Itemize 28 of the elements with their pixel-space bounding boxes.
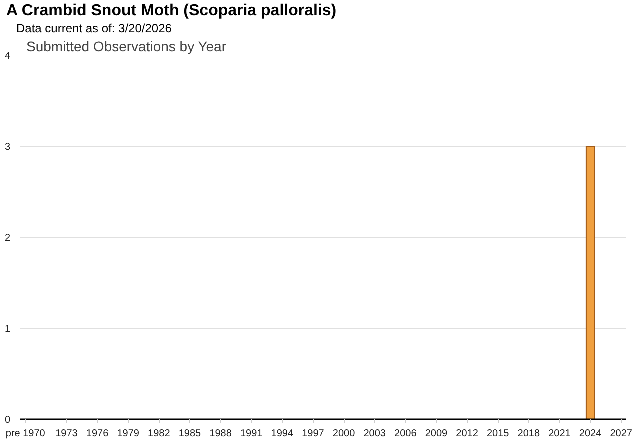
x-tick-label: 1979: [117, 428, 140, 440]
x-tick-label: 2006: [394, 428, 418, 440]
chart-title: A Crambid Snout Moth (Scoparia palloralis): [6, 2, 337, 20]
x-tick-label: 2009: [425, 428, 448, 440]
chart-subtitle: Data current as of: 3/20/2026: [16, 22, 172, 36]
x-tick-label: pre 1970: [6, 428, 46, 440]
y-tick-label: 4: [4, 51, 11, 62]
x-tick-label: 1997: [302, 428, 325, 440]
y-tick-label: 2: [4, 233, 11, 244]
x-tick-label: 2024: [579, 428, 602, 440]
x-tick-label: 2015: [486, 428, 510, 440]
x-tick-label: 2012: [456, 428, 479, 440]
x-tick-label: 1991: [240, 428, 264, 440]
x-tick-label: 1976: [86, 428, 110, 440]
x-tick-label: 2021: [548, 428, 572, 440]
y-tick-label: 0: [4, 415, 11, 426]
y-tick-label: 3: [4, 142, 11, 153]
x-tick-label: 2003: [364, 428, 386, 440]
x-tick-label: 1985: [178, 428, 202, 440]
x-tick-label: 2027: [610, 428, 633, 440]
x-tick-label: 1994: [271, 428, 294, 440]
x-tick-label: 1988: [210, 428, 232, 440]
x-tick-label: 1973: [56, 428, 78, 440]
x-tick-label: 1982: [148, 428, 171, 440]
y-tick-label: 1: [4, 324, 11, 335]
text: Submitted Observations by Year: [26, 38, 227, 54]
x-tick-label: 2000: [332, 428, 356, 440]
x-tick-label: 2018: [518, 428, 540, 440]
